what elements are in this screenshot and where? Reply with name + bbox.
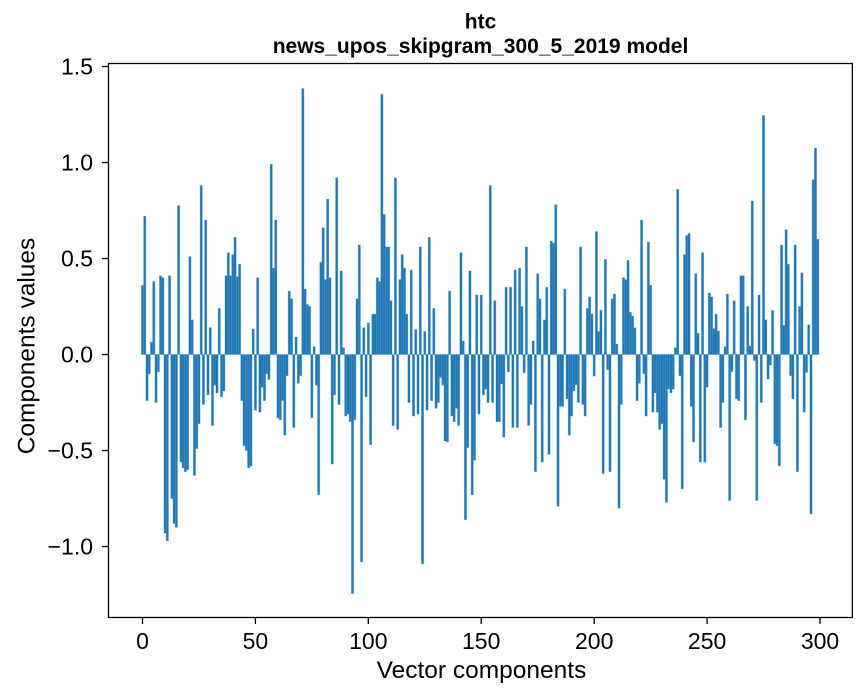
svg-text:−1.0: −1.0 — [48, 534, 93, 560]
svg-text:200: 200 — [575, 628, 613, 654]
svg-text:150: 150 — [462, 628, 500, 654]
svg-text:50: 50 — [243, 628, 269, 654]
svg-text:250: 250 — [688, 628, 726, 654]
svg-text:htc: htc — [465, 11, 497, 34]
svg-text:1.0: 1.0 — [61, 150, 93, 176]
svg-text:1.5: 1.5 — [61, 54, 93, 80]
svg-text:0.5: 0.5 — [61, 246, 93, 272]
svg-text:0: 0 — [136, 628, 149, 654]
svg-text:300: 300 — [801, 628, 839, 654]
svg-text:Vector components: Vector components — [377, 657, 587, 684]
svg-text:−0.5: −0.5 — [48, 438, 93, 464]
svg-text:0.0: 0.0 — [61, 342, 93, 368]
svg-text:news_upos_skipgram_300_5_2019: news_upos_skipgram_300_5_2019 model — [273, 35, 689, 58]
svg-text:100: 100 — [349, 628, 387, 654]
svg-text:Components values: Components values — [14, 238, 41, 455]
